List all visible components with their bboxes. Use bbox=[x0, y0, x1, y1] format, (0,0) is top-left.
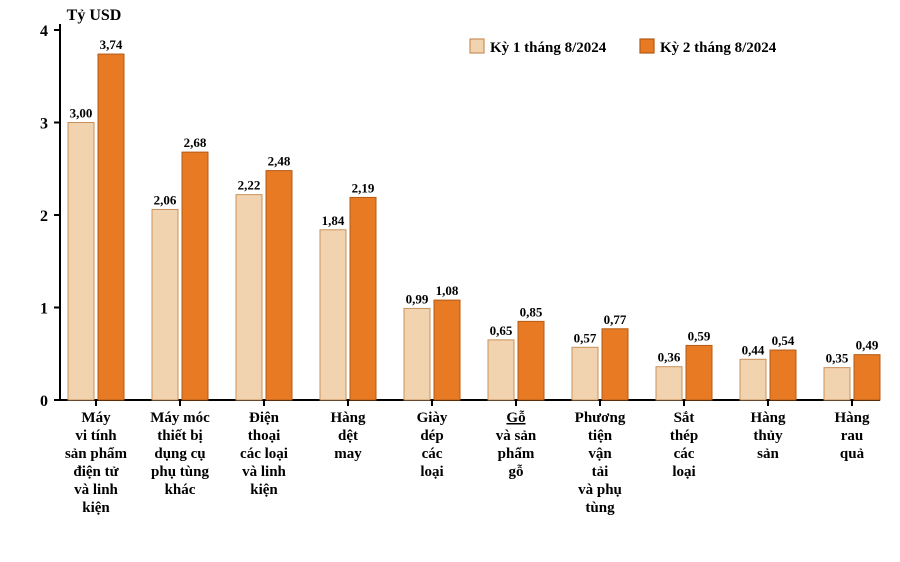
category-label: các loại bbox=[240, 446, 288, 462]
category-label: may bbox=[334, 446, 362, 462]
legend-swatch bbox=[470, 39, 484, 53]
y-tick-label: 1 bbox=[40, 301, 48, 318]
legend-label: Kỳ 2 tháng 8/2024 bbox=[660, 40, 777, 56]
bar-series-2 bbox=[434, 300, 460, 400]
category-label: gỗ bbox=[509, 464, 524, 480]
category-label: Hàng bbox=[750, 410, 786, 426]
bar-value-label: 2,68 bbox=[184, 135, 207, 150]
category-label: loại bbox=[420, 464, 443, 480]
category-label: và sản bbox=[496, 428, 537, 444]
bar-value-label: 1,84 bbox=[322, 213, 345, 228]
category-label: các bbox=[674, 446, 695, 462]
category-label: Điện bbox=[249, 410, 280, 426]
category-label: tải bbox=[592, 464, 609, 480]
category-label: kiện bbox=[250, 482, 278, 498]
category-label: rau bbox=[841, 428, 864, 444]
category-label: dụng cụ bbox=[154, 446, 205, 462]
category-label: sản phẩm bbox=[65, 446, 128, 462]
category-label: Giày bbox=[417, 410, 448, 426]
bar-series-1 bbox=[404, 308, 430, 400]
bar-value-label: 2,22 bbox=[238, 178, 261, 193]
bar-value-label: 2,19 bbox=[352, 180, 375, 195]
bar-series-1 bbox=[488, 340, 514, 400]
bar-value-label: 0,77 bbox=[604, 312, 627, 327]
category-label: các bbox=[422, 446, 443, 462]
category-label: và linh bbox=[242, 464, 286, 480]
category-label: phẩm bbox=[498, 446, 535, 462]
bar-series-1 bbox=[152, 209, 178, 400]
category-label: thoại bbox=[248, 428, 281, 444]
bar-series-1 bbox=[824, 368, 850, 400]
bar-chart: 0 1 2 3 4 Tỷ USD Kỳ 1 tháng 8/2024 Kỳ 2 tháng 8… bbox=[0, 0, 900, 562]
bar-value-label: 0,57 bbox=[574, 330, 597, 345]
bar-series-2 bbox=[686, 345, 712, 400]
category-label: thiết bị bbox=[157, 428, 202, 444]
chart-container: 0 1 2 3 4 Tỷ USD Kỳ 1 tháng 8/2024 Kỳ 2 tháng 8… bbox=[0, 0, 900, 562]
bar-series-1 bbox=[740, 359, 766, 400]
y-axis-title: Tỷ USD bbox=[67, 7, 122, 24]
bar-series-1 bbox=[68, 123, 94, 401]
category-label: tùng bbox=[585, 500, 615, 516]
category-label: và phụ bbox=[578, 482, 622, 498]
category-label: phụ tùng bbox=[151, 464, 209, 480]
category-label: kiện bbox=[82, 500, 110, 516]
category-label: dép bbox=[420, 428, 443, 444]
bar-value-label: 1,08 bbox=[436, 283, 459, 298]
bar-value-label: 3,00 bbox=[70, 106, 93, 121]
bar-value-label: 0,99 bbox=[406, 291, 429, 306]
category-label: loại bbox=[672, 464, 695, 480]
bar-series-2 bbox=[518, 321, 544, 400]
bar-series-2 bbox=[770, 350, 796, 400]
bar-series-2 bbox=[266, 171, 292, 400]
legend-swatch bbox=[640, 39, 654, 53]
category-label: sản bbox=[757, 446, 779, 462]
category-label: khác bbox=[165, 482, 196, 498]
bar-series-2 bbox=[350, 197, 376, 400]
category-label: và linh bbox=[74, 482, 118, 498]
y-tick-label: 0 bbox=[40, 393, 48, 410]
bar-series-2 bbox=[854, 355, 880, 400]
bar-series-2 bbox=[182, 152, 208, 400]
y-tick-label: 2 bbox=[40, 208, 48, 225]
bar-series-1 bbox=[320, 230, 346, 400]
bar-value-label: 0,65 bbox=[490, 323, 513, 338]
bar-value-label: 0,54 bbox=[772, 333, 795, 348]
legend-label: Kỳ 1 tháng 8/2024 bbox=[490, 40, 607, 56]
bar-value-label: 2,48 bbox=[268, 154, 291, 169]
bar-value-label: 0,36 bbox=[658, 350, 681, 365]
bar-series-2 bbox=[602, 329, 628, 400]
bar-series-1 bbox=[236, 195, 262, 400]
bar-value-label: 0,49 bbox=[856, 338, 879, 353]
bar-value-label: 0,85 bbox=[520, 304, 543, 319]
bar-value-label: 0,59 bbox=[688, 328, 711, 343]
category-label: vận bbox=[588, 446, 612, 462]
category-label: Sắt bbox=[674, 410, 695, 426]
bar-series-1 bbox=[656, 367, 682, 400]
category-label: thép bbox=[670, 428, 698, 444]
category-label: vi tính bbox=[75, 428, 117, 444]
bar-value-label: 3,74 bbox=[100, 37, 123, 52]
y-tick-label: 4 bbox=[40, 23, 48, 40]
category-label: Máy bbox=[81, 410, 111, 426]
bar-series-1 bbox=[572, 347, 598, 400]
category-label: Máy móc bbox=[150, 410, 210, 426]
category-label: Phương bbox=[575, 410, 626, 426]
bar-series-2 bbox=[98, 54, 124, 400]
category-label: dệt bbox=[338, 428, 358, 444]
category-label: tiện bbox=[588, 428, 613, 444]
category-label: Gỗ bbox=[506, 410, 525, 426]
category-label: Hàng bbox=[834, 410, 870, 426]
category-label: quả bbox=[840, 446, 865, 462]
category-label: Hàng bbox=[330, 410, 366, 426]
y-tick-label: 3 bbox=[40, 116, 48, 133]
bar-value-label: 2,06 bbox=[154, 192, 177, 207]
category-label: điện tử bbox=[73, 464, 119, 480]
category-label: thủy bbox=[753, 428, 783, 444]
bar-value-label: 0,35 bbox=[826, 351, 849, 366]
bar-value-label: 0,44 bbox=[742, 342, 765, 357]
